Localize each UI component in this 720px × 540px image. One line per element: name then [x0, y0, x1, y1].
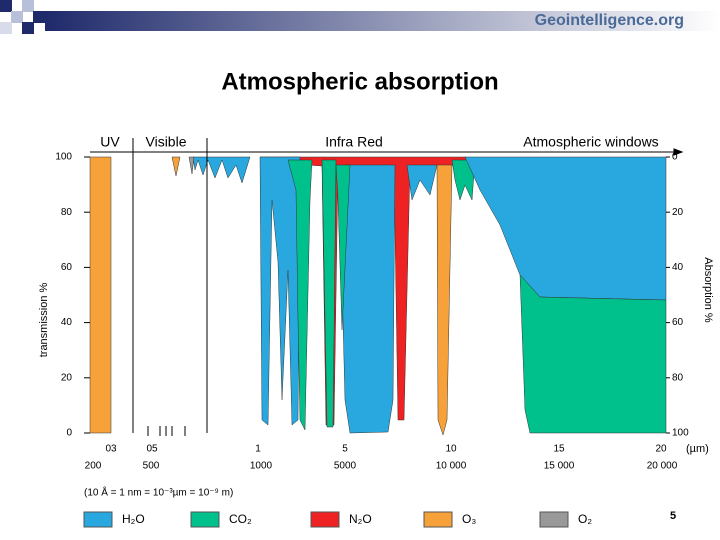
x-tick-label: 05 — [146, 444, 158, 455]
x-tick-label-nm: 500 — [143, 461, 160, 472]
y-tick-label: 60 — [61, 262, 73, 273]
region-label: Infra Red — [325, 134, 383, 150]
absorption-bands — [89, 156, 667, 436]
y2-tick-label: 20 — [672, 207, 684, 218]
x-tick-label-nm: 15 000 — [544, 461, 575, 472]
y2-tick-label: 100 — [672, 428, 689, 439]
legend-label: O₂ — [578, 512, 592, 526]
x-tick-label-nm: 200 — [85, 461, 102, 472]
region-label: Atmospheric windows — [523, 134, 658, 150]
absorption-band — [89, 156, 112, 434]
y2-tick-label: 60 — [672, 317, 684, 328]
legend-swatch — [190, 511, 220, 528]
x-tick-label: 15 — [553, 444, 565, 455]
absorption-band — [335, 164, 351, 331]
y2-tick-label: 40 — [672, 262, 684, 273]
page-number: 5 — [670, 510, 676, 522]
x-tick-label: 20 — [655, 444, 667, 455]
guides — [90, 138, 684, 436]
legend-swatch — [310, 511, 340, 528]
header-decoration — [0, 0, 720, 34]
y-tick-label: 0 — [66, 428, 72, 439]
unit-note: (10 Å = 1 nm = 10⁻³µm = 10⁻⁹ m) — [84, 486, 233, 499]
x-tick-label-nm: 10 000 — [436, 461, 467, 472]
x-tick-label-nm: 20 000 — [647, 461, 678, 472]
y2-tick-label: 80 — [672, 372, 684, 383]
absorption-band — [171, 156, 181, 177]
x-tick-label: 5 — [342, 444, 348, 455]
x-tick-label: 03 — [105, 444, 117, 455]
legend-swatch — [423, 511, 453, 528]
legend-swatch — [539, 511, 569, 528]
absorption-band — [406, 164, 438, 201]
chart-title: Atmospheric absorption — [221, 68, 498, 95]
absorption-band — [192, 156, 251, 184]
legend-label: CO₂ — [229, 512, 252, 526]
y-tick-label: 40 — [61, 317, 73, 328]
region-label: Visible — [146, 134, 187, 150]
legend-label: O₃ — [462, 512, 476, 526]
x-tick-label-nm: 5000 — [334, 461, 357, 472]
absorption-band — [287, 159, 313, 431]
absorption-band — [259, 156, 301, 426]
x-tick-label: 10 — [445, 444, 457, 455]
absorption-band — [436, 164, 453, 436]
absorption-band — [188, 156, 195, 175]
x-unit: (µm) — [686, 443, 709, 455]
y-tick-label: 20 — [61, 372, 73, 383]
y2-tick-label: 0 — [672, 152, 678, 163]
y-tick-label: 80 — [61, 207, 73, 218]
y-tick-label: 100 — [55, 152, 72, 163]
legend-label: N₂O — [349, 512, 372, 526]
legend-label: H₂O — [122, 512, 145, 526]
x-tick-label-nm: 1000 — [250, 461, 273, 472]
region-label: UV — [100, 134, 120, 150]
legend-swatch — [83, 511, 113, 528]
absorption-band — [321, 159, 337, 428]
site-name: Geointelligence.org — [535, 12, 684, 29]
absorption-band — [464, 156, 667, 301]
x-tick-label: 1 — [255, 444, 261, 455]
y2-axis-label: Absorption % — [702, 257, 714, 323]
y-axis-label: transmission % — [38, 282, 50, 357]
